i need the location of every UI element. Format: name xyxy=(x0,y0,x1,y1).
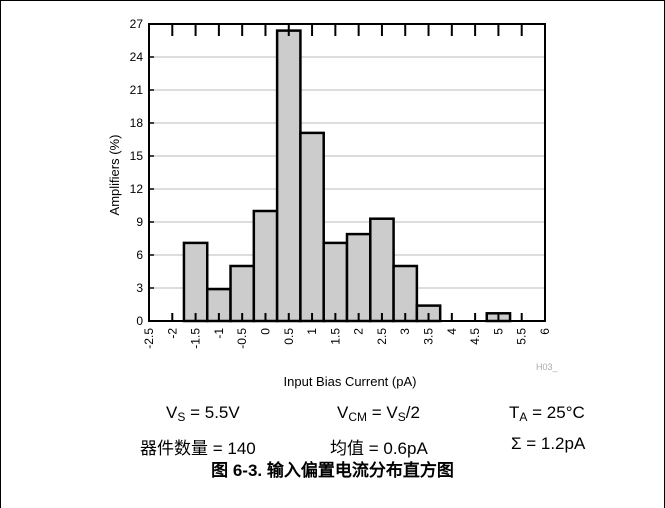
ambient-temperature-condition: TA = 25°C xyxy=(509,403,585,424)
x-tick-label: 5 xyxy=(491,328,505,335)
ta-value: = 25°C xyxy=(527,403,585,422)
x-tick-label: 0 xyxy=(258,328,272,335)
y-tick-label: 27 xyxy=(130,17,144,31)
x-tick-label: -1.5 xyxy=(189,328,203,349)
x-tick-label: 0.5 xyxy=(282,328,296,345)
histogram-bars xyxy=(182,29,512,323)
plot-border xyxy=(148,23,546,322)
common-mode-voltage-condition: VCM = VS/2 xyxy=(337,403,420,424)
y-tick-label: 18 xyxy=(130,116,144,130)
x-tick-label: 4.5 xyxy=(468,328,482,345)
frame-left-border xyxy=(0,0,1,508)
histogram-bar xyxy=(299,131,325,323)
x-tick-label: 2 xyxy=(352,328,366,335)
x-tick-label: 1.5 xyxy=(328,328,342,345)
x-tick-label: 4 xyxy=(445,328,459,335)
frame-top-border xyxy=(0,0,665,1)
y-axis-title: Amplifiers (%) xyxy=(107,135,122,216)
y-tick-label: 9 xyxy=(136,215,143,229)
figure-caption: 图 6-3. 输入偏置电流分布直方图 xyxy=(211,461,454,480)
plot-frame xyxy=(148,23,546,322)
histogram-bar xyxy=(182,241,209,323)
histogram-bar xyxy=(322,241,349,323)
vcm-subscript: CM xyxy=(348,410,368,424)
vcm-value: /2 xyxy=(405,403,420,422)
x-tick-label: -2 xyxy=(165,328,179,339)
vs-symbol: V xyxy=(166,403,178,422)
x-tick-label: 5.5 xyxy=(515,328,529,345)
ta-symbol: T xyxy=(509,403,520,422)
histogram-bar xyxy=(275,29,302,323)
x-tick-label: 2.5 xyxy=(375,328,389,345)
y-tick-label: 3 xyxy=(136,281,143,295)
supply-voltage-condition: VS = 5.5V xyxy=(166,403,240,424)
y-tick-label: 0 xyxy=(136,314,143,328)
y-tick-label: 24 xyxy=(130,50,144,64)
y-tick-label: 21 xyxy=(130,83,144,97)
mean-value: 均值 = 0.6pA xyxy=(330,439,428,458)
x-tick-label: 3.5 xyxy=(422,328,436,345)
x-tick-label: -1 xyxy=(212,328,226,339)
axis-ticks xyxy=(148,23,546,322)
y-tick-label: 15 xyxy=(130,149,144,163)
histogram-bar xyxy=(392,264,419,323)
x-tick-label: 3 xyxy=(398,328,412,335)
x-tick-label: 6 xyxy=(538,328,552,335)
y-tick-label: 6 xyxy=(136,248,143,262)
histogram-bar xyxy=(369,217,395,323)
vs-subscript: S xyxy=(177,410,186,424)
x-tick-label: -0.5 xyxy=(235,328,249,349)
vcm-vs-subscript: S xyxy=(397,410,406,424)
histogram-bar xyxy=(252,209,279,323)
figure-id-watermark: H03_ xyxy=(536,362,559,372)
histogram-bar xyxy=(229,264,256,323)
sigma-value: Σ = 1.2pA xyxy=(511,434,586,453)
device-count: 器件数量 = 140 xyxy=(140,439,256,458)
y-tick-label: 12 xyxy=(130,182,144,196)
vs-value: = 5.5V xyxy=(185,403,240,422)
x-tick-label: -2.5 xyxy=(142,328,156,349)
vcm-symbol: V xyxy=(337,403,349,422)
ta-subscript: A xyxy=(519,410,528,424)
histogram-bar xyxy=(345,232,372,323)
x-tick-label: 1 xyxy=(305,328,319,335)
vcm-equals: = V xyxy=(367,403,398,422)
x-axis-title: Input Bias Current (pA) xyxy=(284,374,417,389)
